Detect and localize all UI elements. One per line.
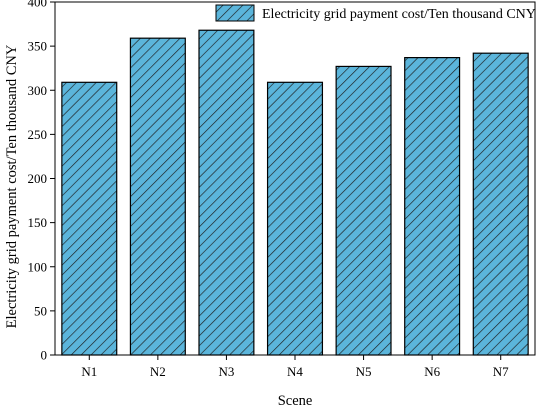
x-tick-label: N5 [356, 364, 372, 379]
bars-group [61, 29, 529, 356]
bar-n3 [198, 29, 255, 356]
x-tick-label: N1 [81, 364, 97, 379]
y-tick-label: 0 [41, 348, 48, 363]
y-axis-ticks: 0 50 100 150 200 250 300 350 400 [28, 0, 55, 363]
y-tick-label: 400 [28, 0, 48, 10]
y-tick-label: 50 [34, 303, 47, 318]
x-tick-label: N2 [150, 364, 166, 379]
bar-n1 [61, 81, 118, 356]
y-tick-label: 150 [28, 215, 48, 230]
y-tick-label: 250 [28, 127, 48, 142]
x-tick-label: N6 [424, 364, 440, 379]
legend-swatch [215, 4, 255, 22]
bar-n6 [404, 56, 461, 356]
y-tick-label: 200 [28, 171, 48, 186]
x-tick-label: N3 [218, 364, 234, 379]
y-tick-label: 350 [28, 39, 48, 54]
legend-label: Electricity grid payment cost/Ten thousa… [262, 7, 536, 22]
x-tick-label: N7 [493, 364, 509, 379]
plot-frame [54, 1, 536, 356]
y-axis-title: Electricity grid payment cost/Ten thousa… [4, 44, 20, 328]
bar-n5 [335, 65, 392, 356]
bar-n4 [266, 81, 324, 356]
bar-n7 [472, 52, 529, 356]
x-tick-label: N4 [287, 364, 303, 379]
y-tick-label: 300 [28, 83, 48, 98]
bar-n2 [129, 37, 186, 356]
x-axis-title: Scene [278, 393, 313, 409]
y-tick-label: 100 [28, 259, 48, 274]
legend: Electricity grid payment cost/Ten thousa… [215, 4, 536, 22]
x-axis-ticks: N1 N2 N3 N4 N5 N6 N7 [81, 355, 509, 379]
